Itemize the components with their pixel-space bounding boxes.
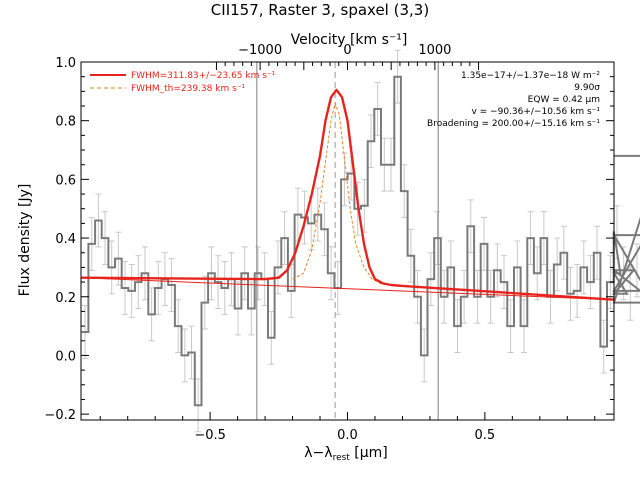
x-axis-label: λ−λrest [μm]	[304, 445, 388, 463]
y-tick-label: 0.4	[55, 232, 76, 247]
annotation-eqw: EQW = 0.42 μm	[528, 95, 600, 105]
annotation-velocity: v = −90.36+/−10.56 km s⁻¹	[471, 107, 600, 117]
y-tick-label: 0.8	[55, 115, 76, 130]
x-tick-label: −0.5	[194, 428, 226, 443]
y-tick-label: 0.6	[55, 173, 76, 188]
y-tick-label: 0.2	[55, 291, 76, 306]
x-axis-label-unit: [μm]	[350, 445, 388, 461]
continuum-line	[80, 277, 615, 301]
x-tick-label: 0.5	[475, 428, 496, 443]
top-axis-tick-label: −1000	[238, 43, 282, 58]
top-axis-tick-label: 0	[343, 43, 351, 58]
annotation-flux: 1.35e−17+/−1.37e−18 W m⁻²	[461, 71, 600, 81]
theoretical-fit-line	[292, 101, 392, 286]
fit-annotations: 1.35e−17+/−1.37e−18 W m⁻² 9.90σ EQW = 0.…	[427, 71, 600, 129]
x-axis-label-subscript: rest	[333, 453, 351, 463]
top-axis-label: Velocity [km s⁻¹]	[291, 32, 408, 48]
spectrum-histogram	[81, 75, 640, 407]
y-tick-label: −0.2	[44, 408, 76, 423]
y-tick-label: 0.0	[55, 349, 76, 364]
x-axis-label-main: λ−λ	[304, 445, 332, 461]
legend: FWHM=311.83+/−23.65 km s⁻¹ FWHM_th=239.3…	[90, 71, 276, 94]
annotation-broadening: Broadening = 200.00+/−15.16 km s⁻¹	[427, 119, 600, 129]
y-axis-label: Flux density [Jy]	[17, 184, 33, 297]
x-tick-label: 0.0	[337, 428, 358, 443]
top-axis-tick-label: 1000	[418, 43, 451, 58]
legend-label-fwhm-th: FWHM_th=239.38 km s⁻¹	[131, 84, 246, 94]
gaussian-fit-line	[80, 88, 615, 301]
annotation-snr: 9.90σ	[574, 83, 600, 93]
legend-label-fwhm: FWHM=311.83+/−23.65 km s⁻¹	[131, 71, 276, 81]
chart-title: CII157, Raster 3, spaxel (3,3)	[211, 1, 429, 19]
y-tick-label: 1.0	[55, 56, 76, 71]
plot-area: −0.5 0.0 0.5 −0.2 0.0 0.2 0.4 0.6 0.8 1.0 −1000 0 10…	[44, 43, 640, 443]
